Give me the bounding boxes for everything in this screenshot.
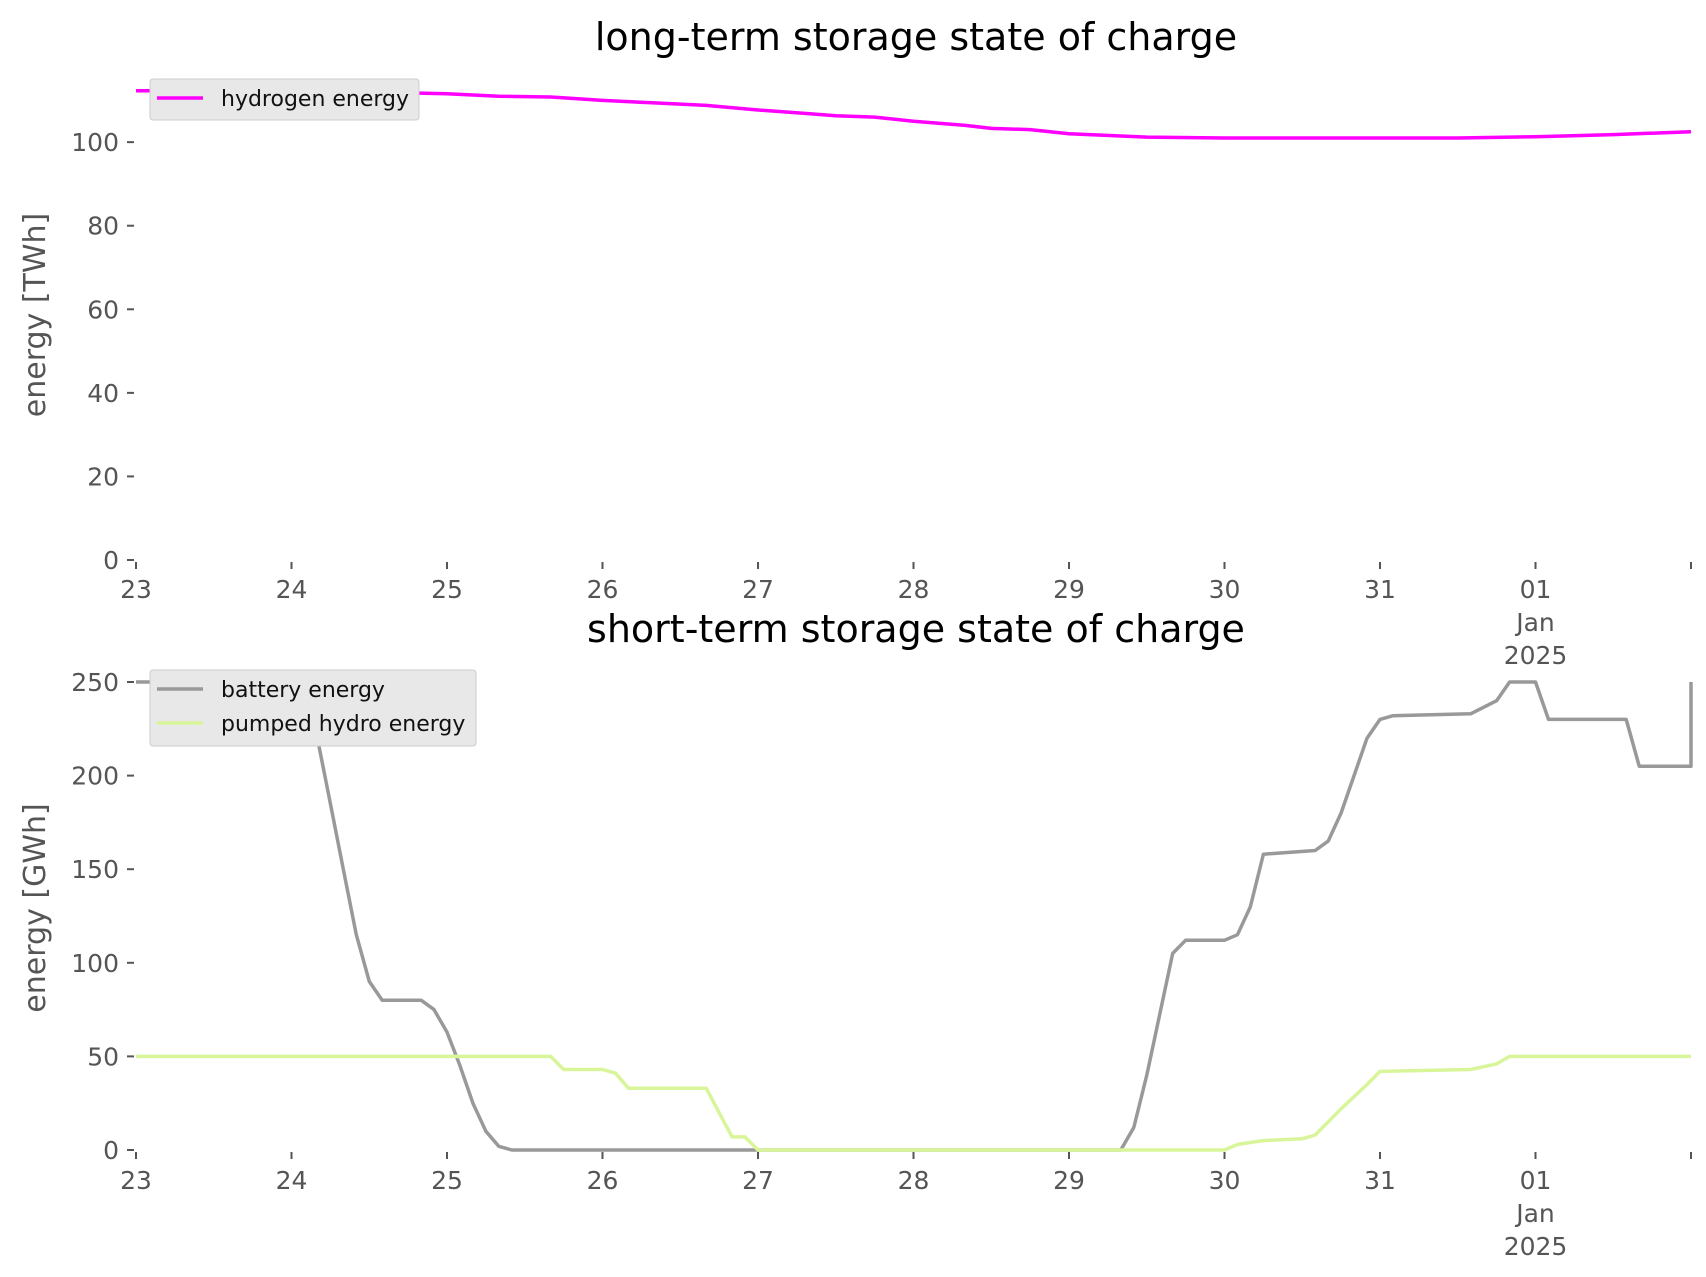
y-axis-label-long-term: energy [TWh] [18,213,53,417]
x-tick-label: 24 [276,575,308,604]
x-tick-label: 27 [742,575,774,604]
y-tick-label: 50 [87,1042,119,1071]
y-axis-label-short-term: energy [GWh] [18,803,53,1012]
legend-label-hydrogen-energy: hydrogen energy [221,87,409,112]
x-tick-label: 29 [1053,1166,1085,1195]
x-tick-label: 30 [1209,575,1241,604]
x-tick-label: 31 [1364,1166,1396,1195]
series-line-battery-energy [136,680,1693,1152]
x-tick-label: 28 [898,1166,930,1195]
x-ticks-long-term: 23 24 25 26 27 28 29 30 31 01 Jan 2025 [120,562,1692,670]
x-tick-label: 29 [1053,575,1085,604]
x-tick-label: Jan [1514,1199,1555,1228]
y-tick-label: 150 [71,855,119,884]
y-ticks-short-term: 0 50 100 150 200 250 [71,668,134,1165]
y-tick-label: 80 [87,212,119,241]
x-ticks-short-term: 23 24 25 26 27 28 29 30 31 01 Jan 2025 [120,1152,1692,1261]
y-tick-label: 60 [87,295,119,324]
series-line-pumped-hydro-energy [136,1054,1691,1152]
y-tick-label: 100 [71,949,119,978]
x-tick-label: 01 [1520,575,1552,604]
chart-title-long-term: long-term storage state of charge [595,15,1237,59]
legend-long-term: hydrogen energy [149,78,420,121]
y-tick-label: 0 [103,546,119,575]
y-ticks-long-term: 0 20 40 60 80 100 [71,128,134,575]
y-tick-label: 100 [71,128,119,157]
x-tick-label: 01 [1520,1166,1552,1195]
x-tick-label: 26 [587,1166,619,1195]
legend-label-pumped-hydro-energy: pumped hydro energy [221,712,465,737]
x-tick-label: 23 [120,575,152,604]
y-tick-label: 0 [103,1136,119,1165]
x-tick-label: 27 [742,1166,774,1195]
series-lines-long-term [136,88,1692,140]
x-tick-label: 26 [587,575,619,604]
x-tick-label: 2025 [1504,641,1568,670]
x-tick-label: 28 [898,575,930,604]
y-tick-label: 250 [71,668,119,697]
x-tick-label: 31 [1364,575,1396,604]
x-tick-label: Jan [1514,608,1555,637]
long-term-storage-panel: long-term storage state of charge energy… [18,15,1692,670]
y-tick-label: 40 [87,379,119,408]
series-line-hydrogen-energy [136,88,1692,140]
legend-label-battery-energy: battery energy [221,678,385,703]
x-tick-label: 2025 [1504,1232,1568,1261]
legend-short-term: battery energy pumped hydro energy [149,669,477,747]
short-term-storage-panel: short-term storage state of charge energ… [18,607,1693,1261]
series-lines-short-term [136,680,1693,1152]
chart-title-short-term: short-term storage state of charge [587,607,1245,651]
x-tick-label: 25 [431,1166,463,1195]
y-tick-label: 20 [87,462,119,491]
y-tick-label: 200 [71,762,119,791]
x-tick-label: 24 [276,1166,308,1195]
x-tick-label: 23 [120,1166,152,1195]
x-tick-label: 30 [1209,1166,1241,1195]
legend-box [149,669,477,747]
x-tick-label: 25 [431,575,463,604]
legend-box [149,78,420,121]
